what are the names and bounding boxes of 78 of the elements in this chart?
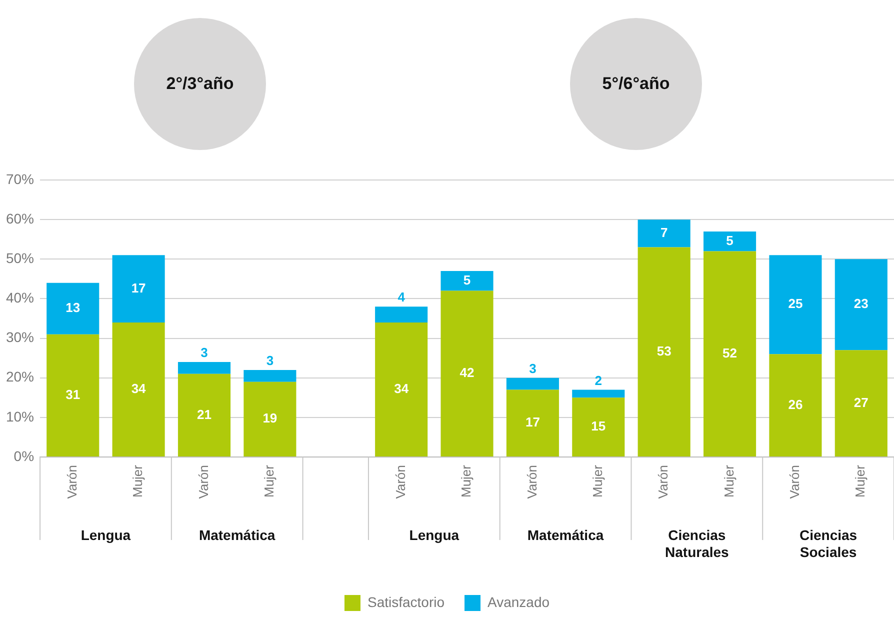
x-tick-label: Mujer bbox=[262, 464, 277, 498]
data-label: 3 bbox=[529, 360, 536, 376]
x-tick-label: Varón bbox=[787, 465, 802, 499]
x-tick-label: Mujer bbox=[458, 464, 474, 498]
data-label: 3 bbox=[266, 353, 274, 368]
y-tick-label: 50% bbox=[6, 250, 34, 266]
bar bbox=[506, 378, 559, 390]
data-label: 34 bbox=[394, 381, 410, 396]
bar bbox=[834, 259, 888, 350]
x-tick-label: Varón bbox=[392, 465, 408, 499]
bar bbox=[244, 370, 296, 382]
text: Ciencias Sociales bbox=[798, 527, 858, 561]
x-tick-label: Mujer bbox=[130, 464, 146, 498]
bar bbox=[638, 247, 690, 456]
bar bbox=[572, 390, 625, 398]
data-label: 23 bbox=[854, 296, 868, 312]
bar bbox=[375, 322, 428, 456]
bar bbox=[112, 255, 165, 322]
text: Ciencias Naturales bbox=[664, 527, 730, 561]
data-label: 25 bbox=[788, 296, 803, 312]
y-tick-label: 30% bbox=[6, 329, 34, 346]
data-label: 53 bbox=[656, 343, 672, 358]
x-tick-label: Varón bbox=[64, 465, 80, 499]
data-label: 5 bbox=[463, 272, 471, 288]
bar bbox=[769, 354, 822, 456]
bar bbox=[178, 374, 231, 456]
bar bbox=[572, 398, 625, 456]
data-label: 15 bbox=[591, 418, 606, 434]
data-label: 26 bbox=[788, 396, 803, 412]
data-label: 52 bbox=[722, 345, 738, 360]
x-tick-label: Mujer bbox=[590, 464, 605, 498]
text: Matemática bbox=[198, 527, 276, 544]
x-tick-label: Mujer bbox=[721, 464, 736, 498]
data-label: 17 bbox=[131, 280, 146, 296]
data-label: 42 bbox=[460, 365, 474, 380]
data-label: 2 bbox=[594, 372, 602, 388]
data-label: 21 bbox=[197, 406, 212, 422]
data-label: 34 bbox=[131, 381, 147, 396]
bar bbox=[46, 334, 100, 456]
data-label: 5 bbox=[726, 232, 734, 248]
data-label: 3 bbox=[200, 345, 208, 360]
bar bbox=[703, 231, 756, 252]
text: 2°/3°año bbox=[166, 74, 234, 94]
text: 5°/6°año bbox=[602, 74, 670, 94]
legend-label: Satisfactorio bbox=[367, 594, 445, 610]
y-tick-label: 10% bbox=[6, 408, 34, 424]
bar bbox=[440, 290, 494, 456]
data-label: 7 bbox=[660, 225, 668, 240]
x-tick-label: Varón bbox=[656, 465, 671, 499]
bar bbox=[46, 282, 100, 334]
bar bbox=[703, 251, 756, 456]
bar bbox=[244, 382, 296, 456]
text: Lengua bbox=[408, 527, 460, 544]
data-label: 17 bbox=[525, 414, 540, 430]
data-label: 19 bbox=[262, 410, 278, 426]
data-label: 27 bbox=[854, 394, 868, 410]
y-tick-label: 60% bbox=[6, 210, 34, 226]
bar bbox=[112, 322, 165, 456]
x-tick-label: Mujer bbox=[852, 464, 868, 498]
data-label: 31 bbox=[66, 386, 80, 402]
y-tick-label: 40% bbox=[6, 290, 34, 306]
bar bbox=[506, 390, 559, 456]
bar bbox=[375, 306, 428, 322]
data-label: 13 bbox=[66, 300, 80, 316]
text: Matemática bbox=[526, 527, 605, 544]
bar bbox=[178, 362, 231, 374]
y-tick-label: 20% bbox=[6, 368, 34, 385]
data-label: 4 bbox=[398, 290, 406, 305]
text: Lengua bbox=[80, 527, 132, 544]
y-tick-label: 70% bbox=[6, 170, 34, 187]
bar bbox=[638, 220, 690, 248]
bar bbox=[769, 255, 822, 354]
x-tick-label: Varón bbox=[196, 465, 211, 499]
legend-label: Avanzado bbox=[488, 594, 550, 610]
x-tick-label: Varón bbox=[524, 465, 540, 499]
bar bbox=[834, 350, 888, 456]
bar bbox=[440, 271, 494, 291]
y-tick-label: 0% bbox=[14, 448, 34, 464]
